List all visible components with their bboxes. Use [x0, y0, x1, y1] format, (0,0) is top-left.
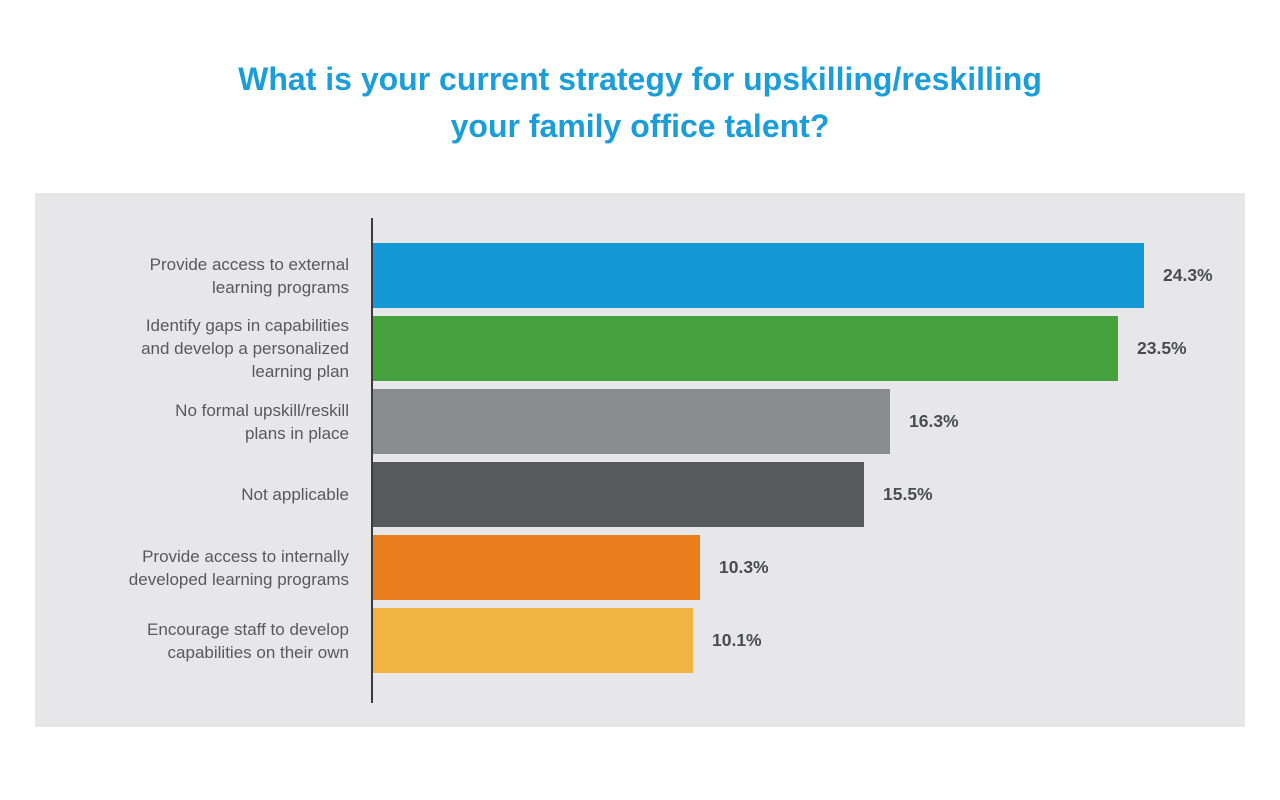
- category-label: Not applicable: [241, 485, 349, 504]
- bar-value-label: 15.5%: [883, 484, 933, 504]
- bar: [373, 389, 890, 454]
- bar-zone: 16.3%: [373, 389, 1245, 454]
- chart-title-line-1: What is your current strategy for upskil…: [238, 61, 1042, 97]
- bar-zone: 24.3%: [373, 243, 1245, 308]
- category-label: Encourage staff to develop capabilities …: [147, 619, 349, 662]
- bar-zone: 23.5%: [373, 316, 1245, 381]
- chart-title: What is your current strategy for upskil…: [0, 56, 1280, 150]
- chart-title-line-2: your family office talent?: [450, 108, 830, 144]
- chart-row: Provide access to external learning prog…: [35, 243, 1245, 308]
- bar: [373, 462, 864, 527]
- bar: [373, 243, 1144, 308]
- category-label: Identify gaps in capabilities and develo…: [141, 316, 349, 381]
- bar-value-label: 10.3%: [719, 557, 769, 577]
- category-label: No formal upskill/reskill plans in place: [175, 400, 349, 443]
- chart-plot-area: Provide access to external learning prog…: [35, 193, 1245, 727]
- y-axis-line: [371, 218, 373, 703]
- chart-row: Encourage staff to develop capabilities …: [35, 608, 1245, 673]
- category-label: Provide access to external learning prog…: [149, 254, 349, 297]
- bar-value-label: 23.5%: [1137, 338, 1187, 358]
- chart-row: No formal upskill/reskill plans in place…: [35, 389, 1245, 454]
- bar-value-label: 24.3%: [1163, 265, 1213, 285]
- bar-value-label: 16.3%: [909, 411, 959, 431]
- chart-row: Not applicable 15.5%: [35, 462, 1245, 527]
- chart-rows: Provide access to external learning prog…: [35, 243, 1245, 681]
- bar-zone: 10.3%: [373, 535, 1245, 600]
- category-label: Provide access to internally developed l…: [128, 546, 349, 589]
- chart-row: Identify gaps in capabilities and develo…: [35, 316, 1245, 381]
- bar: [373, 608, 693, 673]
- bar: [373, 316, 1118, 381]
- bar-value-label: 10.1%: [712, 630, 762, 650]
- bar-zone: 15.5%: [373, 462, 1245, 527]
- bar-zone: 10.1%: [373, 608, 1245, 673]
- chart-row: Provide access to internally developed l…: [35, 535, 1245, 600]
- bar: [373, 535, 700, 600]
